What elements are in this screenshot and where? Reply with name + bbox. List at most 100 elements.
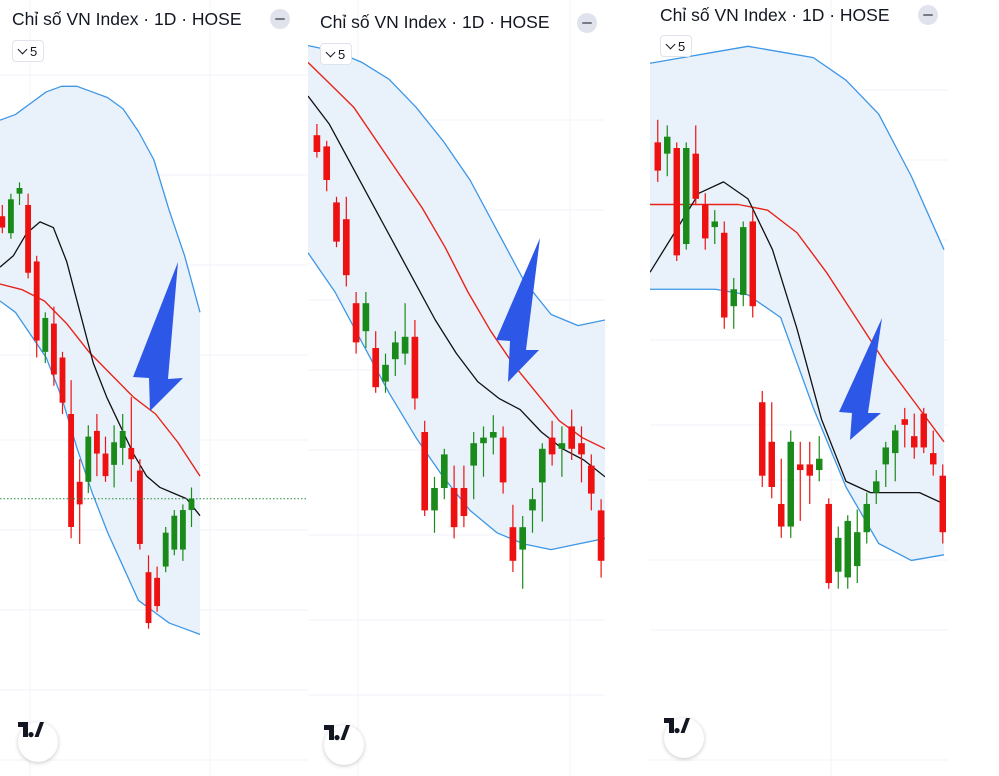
candle-body (654, 142, 661, 171)
candle-body (835, 537, 842, 572)
sma-line (308, 95, 605, 478)
candle-body (411, 336, 419, 399)
interval-label-1: 5 (30, 43, 38, 59)
candle-body (128, 447, 135, 460)
chevron-down-icon (325, 47, 336, 58)
chart-canvas-2[interactable] (308, 0, 605, 776)
candle-body (816, 458, 823, 471)
candle-body (119, 430, 126, 448)
candle-body (692, 153, 699, 199)
tradingview-logo-icon[interactable] (324, 725, 364, 765)
candle-body (382, 364, 389, 382)
candle-body (768, 441, 775, 487)
minus-icon[interactable] (270, 9, 290, 29)
candle-body (33, 261, 40, 341)
candle-body (68, 414, 75, 527)
candle-body (460, 488, 468, 516)
candle-body (59, 357, 66, 403)
candle-body (188, 498, 195, 511)
candle-body (25, 204, 32, 273)
chart-canvas-1[interactable] (0, 0, 308, 776)
sma-line (650, 181, 945, 505)
candle-body (76, 481, 83, 505)
interval-toggle-button-3[interactable]: 5 (660, 35, 693, 57)
legend-header-2: Chỉ số VN Index · 1D · HOSE 5 (308, 0, 605, 70)
candle-body (85, 436, 92, 482)
candle-body (930, 453, 937, 465)
arrow-down-icon (133, 262, 183, 411)
candle-body (111, 442, 118, 465)
candle-body (740, 227, 747, 295)
candle-body (391, 342, 399, 360)
candle-body (587, 465, 595, 494)
candle-body (42, 317, 49, 352)
arrow-down-icon (496, 238, 540, 382)
candle-body (440, 454, 448, 488)
candle-body (154, 577, 161, 607)
candle-body (920, 413, 927, 448)
candle-body (844, 520, 851, 578)
candle-body (171, 515, 178, 550)
candle-body (102, 453, 109, 477)
interval-toggle-button-1[interactable]: 5 (12, 40, 45, 62)
symbol-title-2: Chỉ số VN Index · 1D · HOSE (320, 12, 550, 32)
candle-body (892, 430, 899, 454)
candle-body (711, 221, 718, 228)
candle-body (901, 419, 908, 425)
chart-panel-3: Chỉ số VN Index · 1D · HOSE 5 (650, 0, 948, 776)
legend-header-1: Chỉ số VN Index · 1D · HOSE 5 (0, 0, 308, 70)
tradingview-logo-icon[interactable] (664, 718, 704, 758)
candle-body (519, 527, 527, 550)
bollinger-upper-line (0, 85, 201, 313)
candle-body (352, 303, 360, 343)
candle-body (333, 202, 340, 242)
candle-body (480, 437, 487, 444)
candle-body (529, 499, 536, 511)
candle-body (759, 402, 766, 476)
candle-body (93, 430, 100, 454)
tradingview-logo-icon[interactable] (18, 722, 58, 762)
candle-body (509, 527, 517, 561)
candle-body (136, 470, 143, 544)
candle-body (787, 441, 794, 527)
bollinger-lower-line (650, 288, 945, 562)
candle-body (362, 303, 370, 332)
candle-body (450, 488, 458, 528)
candle-body (568, 426, 576, 449)
interval-label-3: 5 (678, 38, 686, 54)
chart-canvas-3[interactable] (650, 0, 948, 776)
chart-panel-1: Chỉ số VN Index · 1D · HOSE 5 (0, 0, 308, 776)
minus-icon[interactable] (577, 13, 597, 33)
candle-body (7, 199, 14, 234)
candle-body (323, 146, 331, 180)
candle-body (470, 443, 478, 466)
candle-body (778, 503, 785, 527)
candle-body (145, 572, 152, 624)
candle-body (489, 432, 497, 438)
candle-body (548, 437, 556, 455)
candle-body (882, 447, 889, 465)
candle-body (421, 432, 429, 511)
candle-body (683, 148, 690, 245)
minus-icon[interactable] (918, 5, 938, 25)
candle-body (673, 148, 680, 256)
bollinger-upper-line (308, 44, 605, 327)
candle-body (911, 436, 918, 448)
candle-body (664, 136, 671, 154)
candle-body (863, 503, 870, 533)
candle-body (16, 188, 23, 194)
bollinger-middle-line (308, 61, 605, 450)
legend-header-3: Chỉ số VN Index · 1D · HOSE 5 (650, 0, 948, 70)
candle-body (431, 488, 438, 511)
candle-body (873, 481, 880, 493)
candle-body (401, 336, 409, 354)
candle-body (50, 323, 57, 375)
bollinger-middle-line (0, 283, 201, 477)
interval-toggle-button-2[interactable]: 5 (320, 43, 353, 65)
candle-body (730, 289, 737, 307)
symbol-title-3: Chỉ số VN Index · 1D · HOSE (660, 5, 890, 25)
bollinger-lower-line (0, 300, 201, 635)
bollinger-band-fill (0, 86, 200, 635)
symbol-title-1: Chỉ số VN Index · 1D · HOSE (12, 9, 242, 29)
bollinger-middle-line (650, 203, 945, 443)
